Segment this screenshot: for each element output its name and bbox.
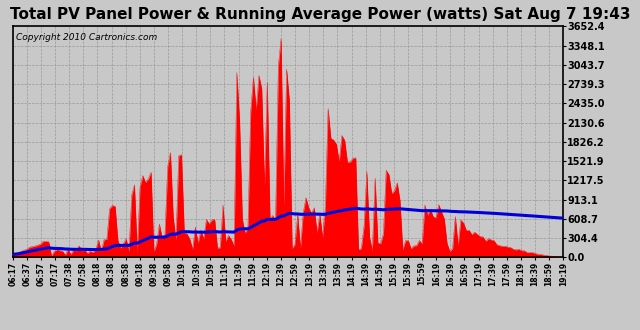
Text: Copyright 2010 Cartronics.com: Copyright 2010 Cartronics.com xyxy=(15,33,157,42)
Text: Total PV Panel Power & Running Average Power (watts) Sat Aug 7 19:43: Total PV Panel Power & Running Average P… xyxy=(10,7,630,21)
